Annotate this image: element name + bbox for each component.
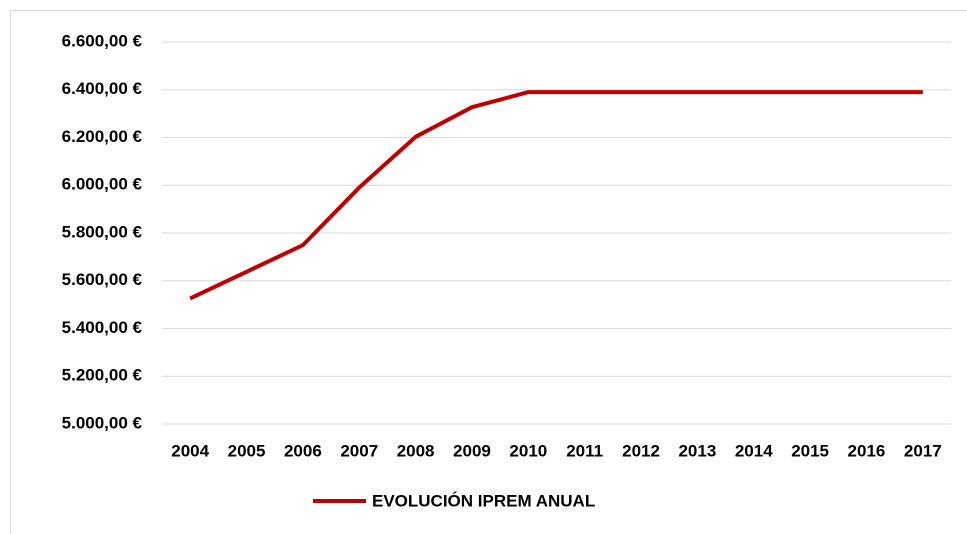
x-tick-label: 2012	[622, 441, 660, 460]
y-tick-label: 5.400,00 €	[62, 318, 143, 337]
x-tick-label: 2017	[904, 441, 942, 460]
x-tick-label: 2005	[228, 441, 266, 460]
y-tick-label: 6.200,00 €	[62, 127, 143, 146]
legend-label: EVOLUCIÓN IPREM ANUAL	[372, 491, 595, 510]
x-tick-label: 2015	[791, 441, 829, 460]
y-tick-label: 6.600,00 €	[62, 31, 143, 50]
chart-border	[10, 10, 967, 534]
data-line	[189, 90, 923, 301]
x-tick-label: 2008	[397, 441, 435, 460]
y-tick-label: 6.000,00 €	[62, 175, 143, 194]
x-tick-label: 2010	[509, 441, 547, 460]
y-tick-label: 6.400,00 €	[62, 79, 143, 98]
x-tick-label: 2013	[678, 441, 716, 460]
y-tick-label: 5.200,00 €	[62, 366, 143, 385]
x-tick-label: 2014	[735, 441, 773, 460]
y-tick-label: 5.800,00 €	[62, 222, 143, 241]
y-tick-label: 5.600,00 €	[62, 270, 143, 289]
x-tick-label: 2007	[340, 441, 378, 460]
x-tick-label: 2009	[453, 441, 491, 460]
x-tick-label: 2016	[848, 441, 886, 460]
x-tick-label: 2011	[566, 441, 603, 460]
x-tick-label: 2006	[284, 441, 322, 460]
x-tick-label: 2004	[171, 441, 209, 460]
y-tick-label: 5.000,00 €	[62, 413, 143, 432]
